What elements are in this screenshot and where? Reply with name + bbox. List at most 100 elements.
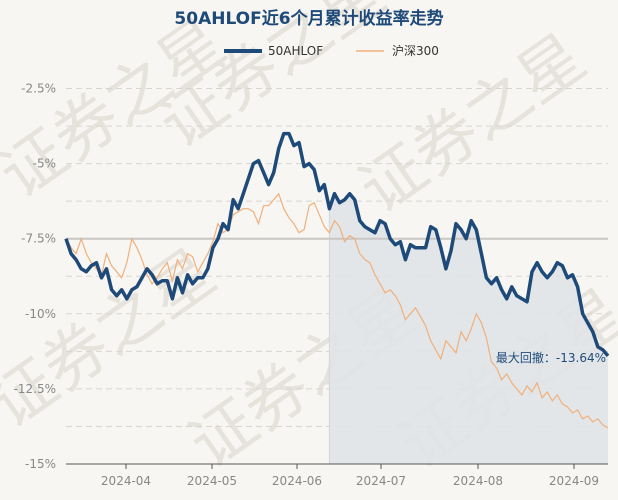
point-fund-53 xyxy=(333,193,335,195)
point-fund-82 xyxy=(480,253,482,255)
point-index-96 xyxy=(551,400,553,402)
point-index-62 xyxy=(379,283,381,285)
point-fund-57 xyxy=(354,199,356,201)
point-index-1 xyxy=(70,247,72,249)
point-fund-80 xyxy=(470,220,472,222)
point-fund-62 xyxy=(379,220,381,222)
y-tick-label: -5% xyxy=(33,157,56,171)
point-index-8 xyxy=(106,253,108,255)
point-index-74 xyxy=(440,358,442,360)
point-index-11 xyxy=(121,277,123,279)
point-index-69 xyxy=(415,307,417,309)
point-fund-29 xyxy=(212,247,214,249)
point-index-79 xyxy=(465,340,467,342)
point-fund-5 xyxy=(90,265,92,267)
point-index-53 xyxy=(333,220,335,222)
y-tick-label: -10% xyxy=(25,307,56,321)
point-fund-7 xyxy=(100,277,102,279)
point-index-50 xyxy=(318,214,320,216)
point-index-29 xyxy=(212,241,214,243)
x-tick-label: 2024-06 xyxy=(272,474,322,488)
point-index-7 xyxy=(100,274,102,276)
point-fund-91 xyxy=(526,301,528,303)
point-fund-52 xyxy=(328,208,330,210)
point-fund-66 xyxy=(399,241,401,243)
point-fund-107 xyxy=(607,355,609,357)
point-index-19 xyxy=(161,268,163,270)
point-index-6 xyxy=(95,268,97,270)
point-index-3 xyxy=(80,238,82,240)
point-index-4 xyxy=(85,253,87,255)
point-index-85 xyxy=(496,367,498,369)
max-drawdown-label: 最大回撤：-13.64% xyxy=(496,350,606,365)
point-index-104 xyxy=(592,421,594,423)
point-fund-10 xyxy=(116,295,118,297)
point-index-13 xyxy=(131,238,133,240)
point-index-55 xyxy=(344,241,346,243)
point-index-44 xyxy=(288,217,290,219)
point-index-95 xyxy=(546,391,548,393)
point-index-105 xyxy=(597,418,599,420)
point-fund-15 xyxy=(141,277,143,279)
point-index-101 xyxy=(577,409,579,411)
point-index-56 xyxy=(349,235,351,237)
point-fund-64 xyxy=(389,238,391,240)
point-fund-40 xyxy=(268,184,270,186)
point-fund-49 xyxy=(313,169,315,171)
point-index-5 xyxy=(90,262,92,264)
point-index-82 xyxy=(480,322,482,324)
point-index-24 xyxy=(187,253,189,255)
point-index-60 xyxy=(369,262,371,264)
point-fund-56 xyxy=(349,193,351,195)
point-fund-47 xyxy=(303,166,305,168)
point-index-38 xyxy=(257,223,259,225)
point-index-20 xyxy=(166,262,168,264)
point-fund-11 xyxy=(121,289,123,291)
point-index-35 xyxy=(242,208,244,210)
point-index-17 xyxy=(151,283,153,285)
point-fund-30 xyxy=(217,238,219,240)
point-fund-89 xyxy=(516,295,518,297)
point-index-39 xyxy=(263,205,265,207)
drawdown-area xyxy=(329,193,608,464)
point-index-70 xyxy=(420,316,422,318)
point-fund-75 xyxy=(445,268,447,270)
x-tick-label: 2024-08 xyxy=(453,474,503,488)
point-fund-25 xyxy=(192,283,194,285)
point-fund-83 xyxy=(485,277,487,279)
point-fund-22 xyxy=(176,277,178,279)
point-fund-84 xyxy=(490,283,492,285)
point-index-72 xyxy=(430,340,432,342)
point-fund-68 xyxy=(409,244,411,246)
x-tick-label: 2024-04 xyxy=(101,474,151,488)
point-index-43 xyxy=(283,208,285,210)
point-fund-103 xyxy=(587,322,589,324)
point-index-10 xyxy=(116,271,118,273)
point-index-32 xyxy=(227,229,229,231)
point-index-16 xyxy=(146,274,148,276)
point-index-46 xyxy=(298,232,300,234)
point-fund-77 xyxy=(455,223,457,225)
point-index-25 xyxy=(192,256,194,258)
point-index-18 xyxy=(156,277,158,279)
point-index-66 xyxy=(399,304,401,306)
point-index-36 xyxy=(247,208,249,210)
point-index-73 xyxy=(435,349,437,351)
point-index-107 xyxy=(607,427,609,429)
legend: 50AHLOF 沪深300 xyxy=(224,44,439,58)
point-fund-13 xyxy=(131,289,133,291)
point-index-93 xyxy=(536,382,538,384)
point-index-33 xyxy=(232,214,234,216)
x-tick-label: 2024-07 xyxy=(356,474,406,488)
point-fund-98 xyxy=(561,265,563,267)
point-index-76 xyxy=(450,346,452,348)
point-index-88 xyxy=(511,382,513,384)
point-fund-34 xyxy=(237,208,239,210)
point-index-89 xyxy=(516,388,518,390)
point-index-84 xyxy=(490,361,492,363)
y-tick-label: -15% xyxy=(25,457,56,471)
point-index-52 xyxy=(328,232,330,234)
point-fund-70 xyxy=(420,247,422,249)
point-index-103 xyxy=(587,415,589,417)
point-fund-6 xyxy=(95,262,97,264)
